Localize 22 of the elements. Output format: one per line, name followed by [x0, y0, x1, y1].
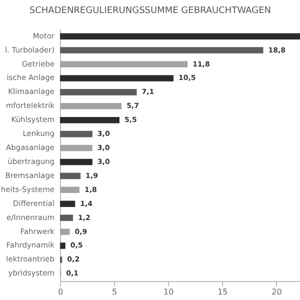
- bar: [60, 144, 92, 152]
- bar: [60, 75, 174, 82]
- chart-title: SCHADENREGULIERUNGSSUMME GEBRAUCHTWAGEN: [29, 6, 272, 16]
- bar: [60, 200, 76, 208]
- bar: [60, 47, 264, 54]
- bar: [60, 33, 300, 40]
- x-tick-label: 0: [58, 288, 64, 296]
- x-tick-label: 20: [272, 288, 282, 296]
- bar: [60, 61, 188, 68]
- bar: [60, 172, 81, 180]
- x-tick-label: 15: [218, 288, 228, 296]
- bar: [60, 116, 120, 124]
- bar: [60, 228, 70, 235]
- bar: [60, 158, 92, 166]
- bar: [60, 130, 92, 138]
- bar: [60, 102, 122, 110]
- x-tick-label: 5: [112, 288, 118, 296]
- bar: [60, 242, 66, 249]
- x-tick-label: 10: [164, 288, 174, 296]
- bar: [60, 186, 80, 194]
- bar: [60, 89, 137, 96]
- bar: [60, 214, 73, 221]
